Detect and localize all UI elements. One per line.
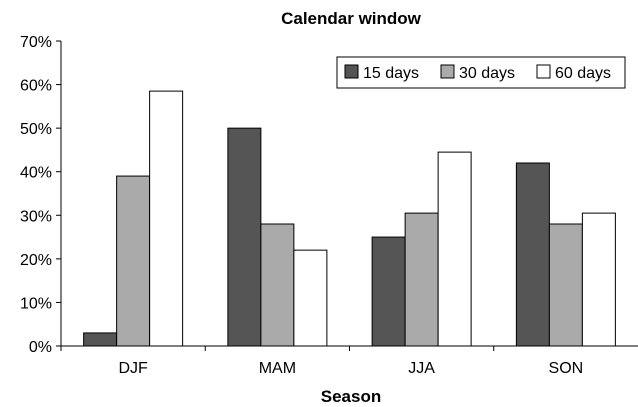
- legend-frame: [336, 56, 626, 89]
- bar-jja-30-days: [404, 212, 439, 347]
- x-tick-label: DJF: [118, 360, 148, 377]
- bar-jja-15-days: [371, 236, 406, 347]
- y-tick-label: 0%: [29, 339, 52, 356]
- chart-title: Calendar window: [281, 9, 422, 28]
- x-tick-label: SON: [549, 360, 584, 377]
- bar-djf-15-days: [83, 332, 118, 347]
- legend-label: 15 days: [363, 65, 419, 82]
- x-tick-label: MAM: [259, 360, 296, 377]
- x-axis: DJF MAM JJA SON: [60, 345, 638, 377]
- bar-jja-60-days: [437, 151, 472, 347]
- legend: 15 days 30 days 60 days: [336, 56, 626, 89]
- legend-swatch: [344, 64, 359, 79]
- bar-son-15-days: [515, 162, 550, 347]
- y-tick-label: 30%: [20, 208, 52, 225]
- bar-djf-30-days: [116, 175, 151, 347]
- y-tick-label: 40%: [20, 165, 52, 182]
- y-tick-label: 70%: [20, 34, 52, 51]
- bar-djf-60-days: [149, 90, 184, 347]
- legend-label: 30 days: [459, 65, 515, 82]
- y-tick-label: 60%: [20, 78, 52, 95]
- y-tick-label: 50%: [20, 121, 52, 138]
- bar-mam-15-days: [227, 127, 262, 347]
- bar-son-30-days: [548, 223, 583, 347]
- legend-swatch: [440, 64, 455, 79]
- y-tick-label: 10%: [20, 295, 52, 312]
- legend-swatch: [536, 64, 551, 79]
- legend-label: 60 days: [555, 65, 611, 82]
- x-tick-label: JJA: [408, 360, 435, 377]
- bar-mam-60-days: [293, 249, 328, 347]
- y-axis: 0% 10% 20% 30% 40% 50% 60% 70%: [20, 34, 62, 356]
- bars-group: [83, 90, 616, 347]
- x-axis-title: Season: [321, 387, 381, 406]
- y-tick-label: 20%: [20, 252, 52, 269]
- bar-mam-30-days: [260, 223, 295, 347]
- bar-son-60-days: [581, 212, 616, 347]
